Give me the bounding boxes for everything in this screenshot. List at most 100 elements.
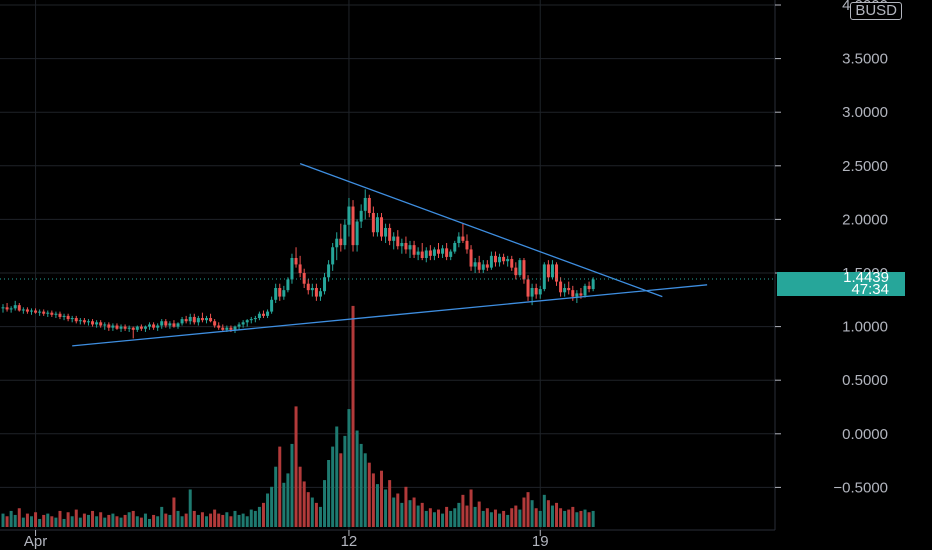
candle-body (156, 325, 160, 328)
volume-bar (506, 514, 510, 527)
candle-body (188, 316, 192, 322)
volume-bar (21, 517, 25, 527)
volume-bar (176, 510, 180, 527)
candle-body (225, 327, 229, 330)
volume-bar (95, 516, 99, 527)
candle-body (392, 236, 396, 241)
volume-bar (432, 512, 436, 527)
candle-body (111, 325, 115, 328)
volume-bar (493, 509, 497, 527)
candle-body (542, 264, 546, 290)
volume-bar (538, 510, 542, 527)
candle-body (587, 285, 591, 290)
candle-body (13, 305, 17, 309)
volume-bar (58, 510, 62, 527)
volume-bar (457, 502, 461, 527)
volume-bar (314, 502, 318, 527)
candle-body (404, 242, 408, 250)
x-tick-label: 19 (532, 533, 549, 550)
currency-badge[interactable]: BUSD (850, 2, 902, 20)
volume-bar (424, 510, 428, 527)
last-price-badge: 1.4439 47:34 (777, 270, 905, 297)
candle-body (237, 324, 241, 327)
volume-bar (347, 409, 351, 527)
volume-bar (449, 510, 453, 527)
candle-body (530, 288, 534, 297)
candle-body (412, 245, 416, 255)
candle-body (546, 264, 550, 278)
candle-body (103, 324, 107, 326)
candle-body (66, 315, 70, 320)
volume-bar (70, 516, 74, 527)
candle-body (432, 249, 436, 256)
candle-body (388, 227, 392, 241)
candle-body (331, 247, 335, 265)
candle-body (196, 318, 200, 323)
candle-body (205, 318, 208, 321)
volume-bar (192, 510, 196, 527)
candle-body (449, 251, 453, 257)
y-tick-label: −0.5000 (833, 479, 888, 496)
candle-body (591, 279, 595, 290)
volume-bar (25, 513, 29, 527)
candle-body (510, 259, 514, 268)
y-tick-label: 0.0000 (842, 426, 888, 443)
candle-body (58, 313, 62, 317)
candle-body (526, 279, 530, 297)
volume-bar (363, 453, 367, 527)
candle-body (453, 242, 457, 252)
volume-bar (428, 508, 432, 527)
volume-bar (257, 506, 261, 527)
candle-body (127, 327, 131, 329)
candle-body (359, 210, 363, 222)
volume-bar (335, 426, 339, 527)
candle-body (29, 310, 33, 312)
candlesticks (1, 189, 595, 339)
volume-bar (229, 516, 233, 527)
volume-bar (579, 510, 583, 527)
volume-bar (42, 514, 46, 527)
volume-bar (127, 512, 131, 527)
volume-bar (164, 513, 168, 527)
volume-bar (530, 500, 534, 527)
volume-bar (420, 502, 424, 527)
volume-bar (469, 489, 473, 527)
volume-bar (498, 513, 502, 527)
candle-body (123, 326, 127, 329)
trendline-support (72, 284, 708, 347)
candle-body (229, 327, 233, 330)
candle-body (233, 326, 237, 330)
candle-body (538, 289, 542, 295)
volume-bar (473, 506, 477, 527)
volume-bar (91, 510, 95, 527)
volume-bar (481, 510, 485, 527)
volume-bar (29, 516, 33, 527)
volume-bar (233, 510, 237, 527)
candle-body (42, 311, 46, 314)
candle-body (131, 327, 135, 330)
price-axis[interactable]: 4.00003.50003.00002.50002.00001.50001.00… (775, 0, 888, 496)
candle-body (534, 288, 538, 295)
volume-bar (274, 466, 278, 527)
volume-bar (583, 509, 587, 527)
trendlines[interactable] (72, 163, 708, 347)
volume-bar (217, 513, 221, 527)
y-tick-label: 3.5000 (842, 51, 888, 68)
volume-bar (131, 510, 135, 527)
volume-bar (522, 497, 526, 527)
candle-body (78, 320, 82, 322)
volume-bar (107, 514, 111, 527)
volume-bar (1, 513, 5, 527)
volume-bar (111, 513, 115, 527)
time-axis[interactable]: Apr 12 19 (24, 530, 549, 550)
candle-body (314, 288, 318, 297)
volume-bar (323, 480, 327, 527)
candle-body (5, 307, 9, 310)
candle-body (91, 321, 95, 325)
volume-bar (555, 502, 559, 527)
volume-bar (298, 466, 302, 527)
volume-bar (550, 505, 554, 527)
candle-body (327, 264, 331, 278)
candle-body (477, 262, 481, 270)
